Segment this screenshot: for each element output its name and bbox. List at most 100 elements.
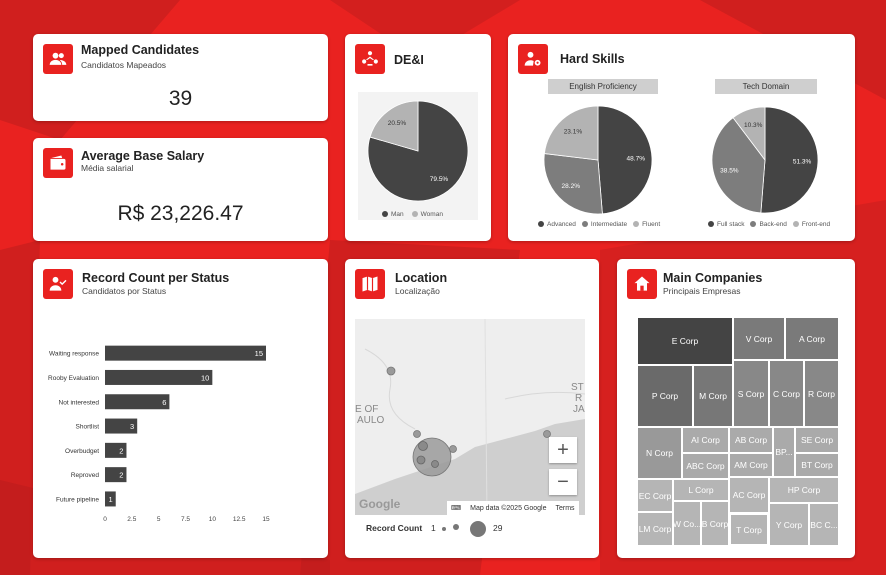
legend-item-fluent: Fluent <box>633 221 660 228</box>
legend-swatch <box>382 211 388 218</box>
status-bar[interactable] <box>105 369 213 385</box>
treemap-cell-lm-corp[interactable]: LM Corp <box>637 512 673 546</box>
mapped-candidates-value: 39 <box>168 87 193 110</box>
treemap-cell-p-corp[interactable]: P Corp <box>637 365 693 427</box>
legend-swatch <box>750 221 757 228</box>
treemap-cell-hp-corp[interactable]: HP Corp <box>769 477 839 503</box>
location-map[interactable]: E OF AULO ST R JA + − Google ⌨ Map data … <box>355 319 585 515</box>
treemap-cell-r-corp[interactable]: R Corp <box>804 360 839 427</box>
treemap-cell-t-corp[interactable]: T Corp <box>729 513 769 546</box>
treemap-cell-am-corp[interactable]: AM Corp <box>729 453 773 477</box>
treemap-cell-n-corp[interactable]: N Corp <box>637 427 682 479</box>
person-check-icon <box>43 269 73 299</box>
legend-label: Woman <box>420 211 443 218</box>
bubble-legend-mid <box>453 524 459 530</box>
treemap-cell-ab-corp[interactable]: AB Corp <box>729 427 773 453</box>
map-bubble[interactable] <box>386 366 396 376</box>
map-label: R <box>575 393 582 404</box>
map-bubble[interactable] <box>413 430 421 438</box>
map-label: E OF <box>355 404 378 415</box>
card-subtitle: Média salarial <box>81 163 134 173</box>
treemap-cell-abc-corp[interactable]: ABC Corp <box>682 453 729 479</box>
tech-slice-full-stack[interactable] <box>760 106 819 214</box>
status-bar[interactable] <box>105 467 127 483</box>
bar-category-label: Overbudget <box>65 448 99 455</box>
legend-label: Intermediate <box>590 221 628 228</box>
zoom-in-button[interactable]: + <box>549 437 577 463</box>
english-legend: Advanced Intermediate Fluent <box>538 221 660 228</box>
treemap-cell-bt-corp[interactable]: BT Corp <box>795 453 839 477</box>
bar-category-label: Reproved <box>71 472 100 479</box>
treemap-cell-s-corp[interactable]: S Corp <box>733 360 769 427</box>
home-icon <box>627 269 657 299</box>
legend-label: Fluent <box>642 221 661 228</box>
legend-label: Front-end <box>801 221 831 228</box>
status-bar[interactable] <box>105 418 138 434</box>
treemap-cell-ec-corp[interactable]: EC Corp <box>637 479 673 512</box>
status-bar[interactable] <box>105 394 170 410</box>
status-bar[interactable] <box>105 442 127 458</box>
english-slice-advanced[interactable] <box>597 105 653 215</box>
keyboard-icon[interactable]: ⌨ <box>451 505 462 512</box>
card-title: Average Base Salary <box>81 149 205 163</box>
bar-value-label: 1 <box>109 495 113 504</box>
map-bubble[interactable] <box>449 445 457 453</box>
map-bubble[interactable] <box>418 441 428 451</box>
card-subtitle: Candidatos Mapeados <box>81 60 167 70</box>
english-slice-label: 48.7% <box>627 155 646 162</box>
map-bubble[interactable] <box>416 455 426 465</box>
person-gear-icon <box>518 44 548 74</box>
card-subtitle: Localização <box>395 286 440 296</box>
english-slice-fluent[interactable] <box>543 105 599 161</box>
x-tick-label: 5 <box>157 516 161 523</box>
tech-slice-label: 51.3% <box>793 158 812 165</box>
zoom-out-button[interactable]: − <box>549 469 577 495</box>
x-tick-label: 0 <box>103 516 107 523</box>
bar-category-label: Waiting response <box>49 351 99 358</box>
english-slice-intermediate[interactable] <box>543 153 603 215</box>
treemap-cell-bp[interactable]: BP... <box>773 427 795 477</box>
mapped-candidates-card: Mapped Candidates Candidatos Mapeados 39 <box>33 34 328 121</box>
treemap-cell-e-corp[interactable]: E Corp <box>637 317 733 365</box>
treemap-cell-a-corp[interactable]: A Corp <box>785 317 839 360</box>
treemap-cell-ai-corp[interactable]: AI Corp <box>682 427 729 453</box>
hard-skills-pie-charts: 48.7% 28.2% 23.1% 51.3% 38.5% 10.3% <box>543 105 819 215</box>
status-bar[interactable] <box>105 491 116 507</box>
treemap-cell-y-corp[interactable]: Y Corp <box>769 503 809 546</box>
dei-slice-label: 79.5% <box>430 176 449 183</box>
bar-category-label: Shortlist <box>76 424 100 431</box>
legend-swatch <box>411 211 418 218</box>
map-terms-link[interactable]: Terms <box>555 504 575 512</box>
status-bar[interactable] <box>105 345 266 361</box>
treemap-cell-se-corp[interactable]: SE Corp <box>795 427 839 453</box>
tech-slice-label: 10.3% <box>744 122 763 129</box>
treemap-cell-m-corp[interactable]: M Corp <box>693 365 733 427</box>
dei-slice-woman[interactable] <box>369 100 419 152</box>
treemap-cell-b-corp[interactable]: B Corp <box>701 501 729 546</box>
treemap-cell-v-corp[interactable]: V Corp <box>733 317 785 360</box>
map-bubble[interactable] <box>543 430 551 438</box>
legend-swatch <box>633 221 640 228</box>
english-slice-label: 23.1% <box>564 129 583 136</box>
card-subtitle: Principais Empresas <box>663 286 741 296</box>
bar-value-label: 15 <box>255 349 263 358</box>
tech-slice-back-end[interactable] <box>711 117 766 214</box>
tech-slice-front-end[interactable] <box>732 106 766 162</box>
bar-value-label: 10 <box>201 373 209 382</box>
map-bubble[interactable] <box>431 460 439 468</box>
dei-legend: Man Woman <box>382 211 443 218</box>
treemap-cell-w-co[interactable]: W Co... <box>673 501 701 546</box>
treemap-cell-bc-c[interactable]: BC C... <box>809 503 839 546</box>
legend-label: Full stack <box>717 221 745 228</box>
treemap-cell-c-corp[interactable]: C Corp <box>769 360 804 427</box>
bubble-legend-large <box>470 521 486 537</box>
legend-label: Advanced <box>547 221 576 228</box>
english-slice-label: 28.2% <box>562 183 581 190</box>
x-tick-label: 15 <box>262 516 270 523</box>
bar-category-label: Rooby Evaluation <box>48 375 99 382</box>
treemap-cell-ac-corp[interactable]: AC Corp <box>729 477 769 513</box>
bubble-legend-small <box>442 527 446 531</box>
treemap-cell-l-corp[interactable]: L Corp <box>673 479 729 501</box>
legend-swatch <box>792 221 799 228</box>
